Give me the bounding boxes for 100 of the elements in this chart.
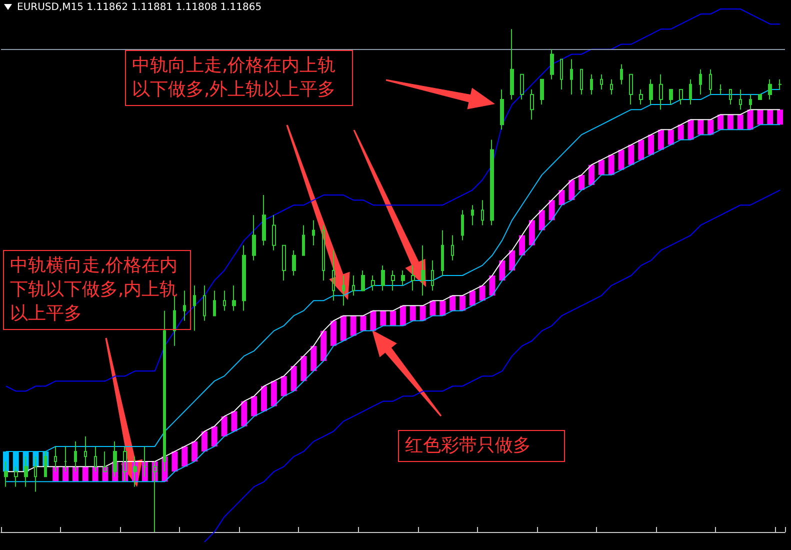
candlestick (709, 68, 712, 95)
candlestick (620, 64, 623, 85)
candlestick (213, 290, 216, 316)
bar (300, 356, 307, 382)
candlestick (550, 48, 554, 80)
candlestick (500, 88, 504, 130)
candlestick (451, 234, 454, 261)
bar (509, 250, 516, 270)
candlestick (391, 270, 395, 292)
candlestick (600, 74, 603, 90)
annotation: 中轨横向走,价格在内下轨以下做多,内上轨以上平多 (3, 250, 191, 330)
candlestick (441, 230, 444, 276)
candlestick (778, 78, 782, 90)
candlestick (490, 139, 494, 226)
candlestick (461, 210, 464, 241)
bar (400, 306, 406, 326)
bar (440, 300, 446, 316)
bar (310, 346, 317, 372)
bar (340, 316, 346, 341)
bar (519, 235, 525, 256)
candlestick (580, 68, 583, 95)
bar (450, 296, 456, 311)
candlestick (282, 244, 286, 282)
candlestick (421, 244, 425, 296)
annotation: 红色彩带只做多 (398, 430, 565, 462)
bar (588, 164, 594, 185)
bar (350, 316, 356, 336)
bar (558, 190, 565, 206)
candlestick (471, 204, 474, 226)
bar (251, 396, 258, 416)
bar (390, 310, 396, 326)
bar (499, 260, 506, 281)
candlestick (679, 88, 683, 106)
candlestick (729, 88, 732, 106)
bar (280, 376, 287, 396)
bar (538, 210, 545, 230)
chart-title: EURUSD,M15 1.11862 1.11881 1.11808 1.11865 (17, 2, 262, 13)
candlestick (510, 28, 514, 100)
bar (698, 120, 704, 135)
candlestick (590, 74, 593, 95)
bar (410, 306, 416, 321)
bar (598, 160, 604, 175)
bar (777, 110, 784, 125)
bar (757, 110, 764, 125)
candlestick (361, 270, 365, 292)
candlestick (699, 68, 702, 95)
candlestick (242, 244, 246, 312)
candlestick (481, 200, 484, 226)
candlestick (203, 285, 206, 322)
candlestick (649, 78, 653, 106)
candlestick (223, 290, 226, 312)
bar (360, 316, 366, 331)
candlestick (193, 285, 196, 332)
bar (648, 134, 654, 155)
bar (241, 401, 248, 426)
candlestick (232, 285, 236, 312)
candlestick (292, 250, 296, 276)
candlestick (332, 250, 335, 302)
bar (608, 154, 614, 175)
candlestick (302, 224, 305, 256)
candlestick (758, 94, 762, 100)
bar (172, 451, 178, 472)
bar (320, 330, 327, 361)
candlestick (411, 264, 415, 292)
bar (182, 446, 188, 467)
bar (330, 320, 336, 346)
candlestick (431, 260, 434, 292)
candlestick (570, 58, 573, 95)
candlestick (322, 224, 325, 282)
candlestick (610, 78, 613, 95)
bar (479, 286, 486, 301)
candlestick (342, 275, 345, 306)
bar (727, 114, 734, 130)
bar (261, 386, 267, 412)
bar (430, 300, 436, 316)
bar (718, 114, 724, 130)
candlestick (183, 290, 186, 322)
candlestick (401, 270, 405, 286)
candlestick (739, 88, 742, 110)
bar (211, 426, 218, 446)
candlestick (371, 275, 375, 292)
candlestick (262, 194, 266, 246)
bar (221, 416, 228, 436)
candlestick (639, 88, 643, 106)
candlestick (312, 220, 315, 246)
bar (578, 174, 585, 190)
bar (231, 411, 238, 432)
candlestick (669, 88, 673, 106)
candlestick (629, 74, 633, 106)
candlestick (689, 78, 692, 106)
candlestick (381, 264, 385, 292)
bar (192, 441, 198, 462)
bar (568, 180, 575, 200)
bar (270, 381, 277, 406)
candlestick (252, 214, 256, 261)
bar (82, 466, 88, 482)
bar (658, 130, 664, 150)
annotation: 中轨向上走,价格在内上轨以下做多,外上轨以上平多 (125, 50, 353, 106)
bar (708, 120, 714, 135)
candlestick (719, 84, 722, 95)
